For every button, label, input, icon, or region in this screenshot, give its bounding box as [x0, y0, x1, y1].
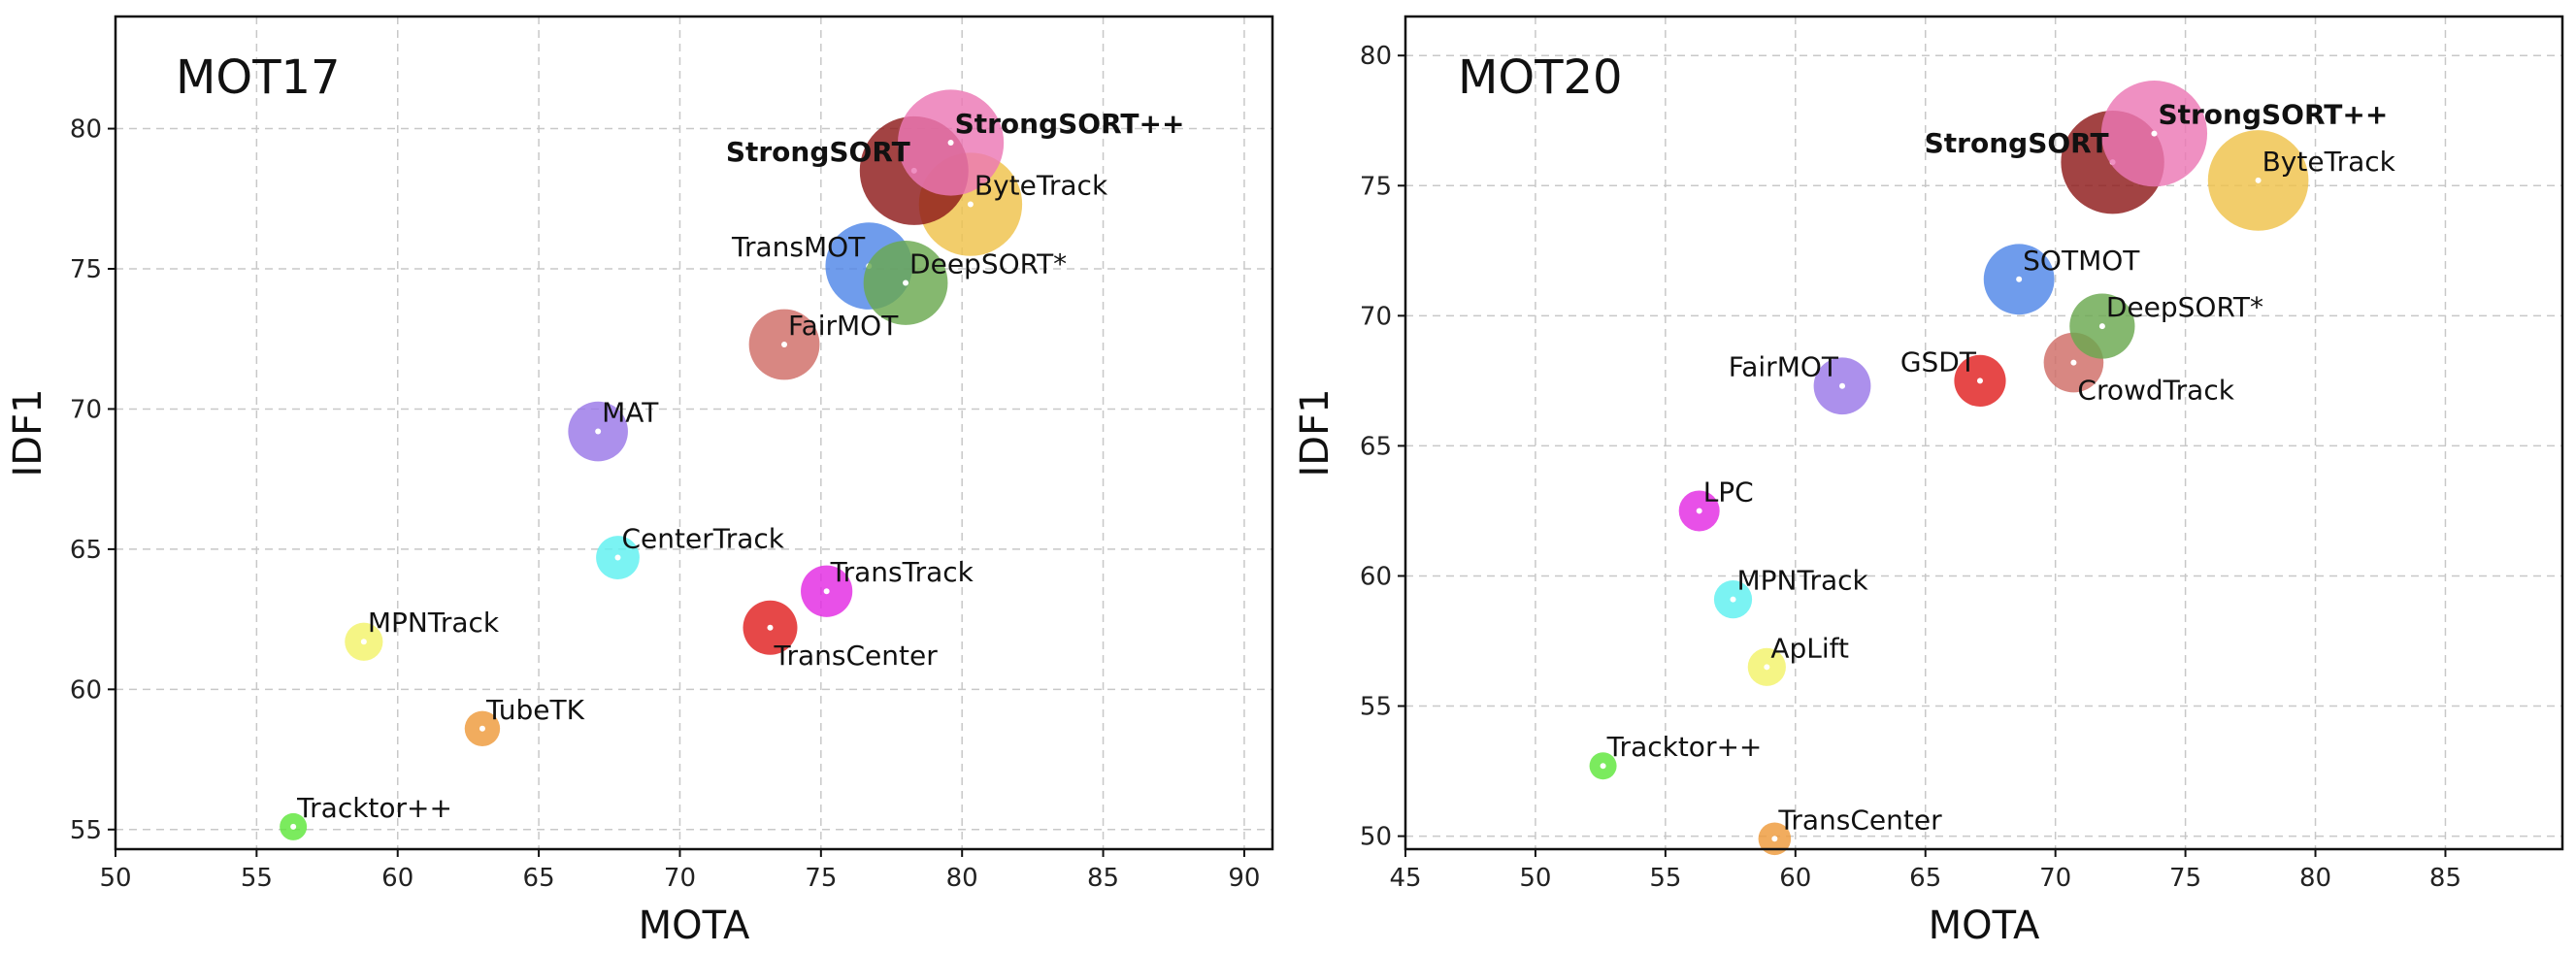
bubble-center	[1771, 836, 1778, 842]
y-tick-label: 50	[1360, 823, 1392, 852]
bubble-center	[1696, 508, 1702, 514]
chart-panel-mot20: Tracktor++ TransCenter ApLift MPNTrack LPC Fa…	[1293, 15, 2564, 948]
y-tick-label: 70	[70, 395, 102, 424]
point-label: DeepSORT*	[909, 247, 1067, 279]
x-tick-label: 55	[1649, 864, 1681, 893]
y-tick-label: 70	[1360, 302, 1392, 331]
y-tick-label: 65	[70, 536, 102, 565]
chart-panel-mot17: Tracktor++ TubeTK MPNTrack CenterTrack MAT Tr…	[6, 15, 1274, 948]
point-label: Tracktor++	[296, 792, 452, 824]
bubble-center	[2255, 177, 2262, 183]
bubble-center	[967, 201, 974, 208]
bubble-center	[1600, 763, 1606, 770]
x-tick-label: 65	[523, 864, 555, 893]
bubble-center	[1839, 382, 1846, 389]
bubble-center	[1976, 378, 1983, 384]
x-tick-label: 80	[946, 864, 978, 893]
y-tick-label: 55	[1360, 693, 1392, 722]
x-tick-label: 70	[2039, 864, 2071, 893]
chart-title: MOT17	[176, 50, 341, 105]
y-tick-label: 80	[1360, 42, 1392, 71]
x-tick-label: 70	[664, 864, 696, 893]
x-tick-label: 60	[1779, 864, 1811, 893]
x-tick-label: 75	[805, 864, 837, 893]
point-label: FairMOT	[1729, 351, 1839, 383]
bubble-center	[2151, 130, 2158, 137]
x-tick-label: 55	[241, 864, 273, 893]
point-label: StrongSORT++	[2158, 99, 2388, 131]
x-tick-label: 75	[2169, 864, 2201, 893]
bubble-center	[1730, 596, 1736, 603]
point-label: TransMOT	[731, 231, 866, 263]
chart-title: MOT20	[1458, 50, 1623, 105]
bubble-center	[823, 588, 830, 595]
point-label: ByteTrack	[2262, 146, 2396, 178]
point-label: StrongSORT	[1925, 127, 2109, 159]
y-axis-label: IDF1	[6, 388, 50, 476]
point-label: LPC	[1703, 476, 1754, 508]
point-label: TransCenter	[773, 640, 938, 672]
x-tick-label: 50	[1519, 864, 1551, 893]
bubble-center	[479, 725, 485, 732]
x-axis-label: MOTA	[639, 904, 750, 948]
y-tick-label: 65	[1360, 432, 1392, 461]
y-tick-label: 55	[70, 816, 102, 845]
x-tick-label: 60	[381, 864, 413, 893]
plot-frame	[114, 15, 1274, 851]
bubble-center	[595, 428, 602, 435]
point-label: TubeTK	[485, 694, 585, 726]
bubble-center	[2070, 359, 2077, 366]
y-tick-label: 60	[70, 675, 102, 705]
y-tick-label: 80	[70, 115, 102, 145]
point-label: MPNTrack	[1737, 565, 1869, 597]
bubble-center	[781, 342, 788, 347]
point-label: SOTMOT	[2023, 245, 2140, 277]
point-label: CenterTrack	[622, 523, 785, 555]
bubble-center	[614, 554, 621, 561]
point-label: Tracktor++	[1606, 731, 1763, 763]
point-label: MPNTrack	[368, 607, 500, 639]
bubble-center	[290, 823, 297, 830]
y-tick-label: 75	[70, 255, 102, 284]
point-label: ByteTrack	[974, 170, 1108, 202]
point-label: DeepSORT*	[2106, 291, 2263, 323]
x-tick-label: 85	[1087, 864, 1119, 893]
bubble-center	[903, 279, 909, 286]
x-tick-label: 85	[2429, 864, 2461, 893]
y-tick-label: 60	[1360, 562, 1392, 591]
bubble-center	[767, 624, 774, 631]
bubble-center	[2098, 323, 2105, 330]
bubble-center	[360, 639, 367, 645]
y-axis-label: IDF1	[1293, 388, 1338, 476]
point-label: TransTrack	[830, 556, 974, 588]
x-tick-label: 90	[1228, 864, 1260, 893]
point-label: GSDT	[1900, 345, 1977, 378]
point-label: MAT	[602, 397, 659, 429]
y-tick-label: 75	[1360, 172, 1392, 201]
x-axis-label: MOTA	[1929, 904, 2040, 948]
point-label: StrongSORT	[726, 136, 910, 168]
x-tick-label: 50	[99, 864, 131, 893]
data-points-mot20	[1589, 81, 2309, 856]
x-tick-label: 45	[1389, 864, 1421, 893]
plot-frame	[1404, 15, 2564, 851]
data-points-mot17	[280, 89, 1023, 840]
bubble-center	[2016, 276, 2023, 282]
x-tick-label: 65	[1909, 864, 1941, 893]
point-label: StrongSORT++	[955, 108, 1185, 140]
point-label: CrowdTrack	[2077, 375, 2234, 407]
x-tick-label: 80	[2299, 864, 2331, 893]
point-label: FairMOT	[788, 310, 899, 342]
bubble-center	[947, 140, 954, 146]
point-label: TransCenter	[1777, 804, 1942, 836]
point-label: ApLift	[1770, 632, 1849, 664]
bubble-center	[1764, 664, 1770, 671]
